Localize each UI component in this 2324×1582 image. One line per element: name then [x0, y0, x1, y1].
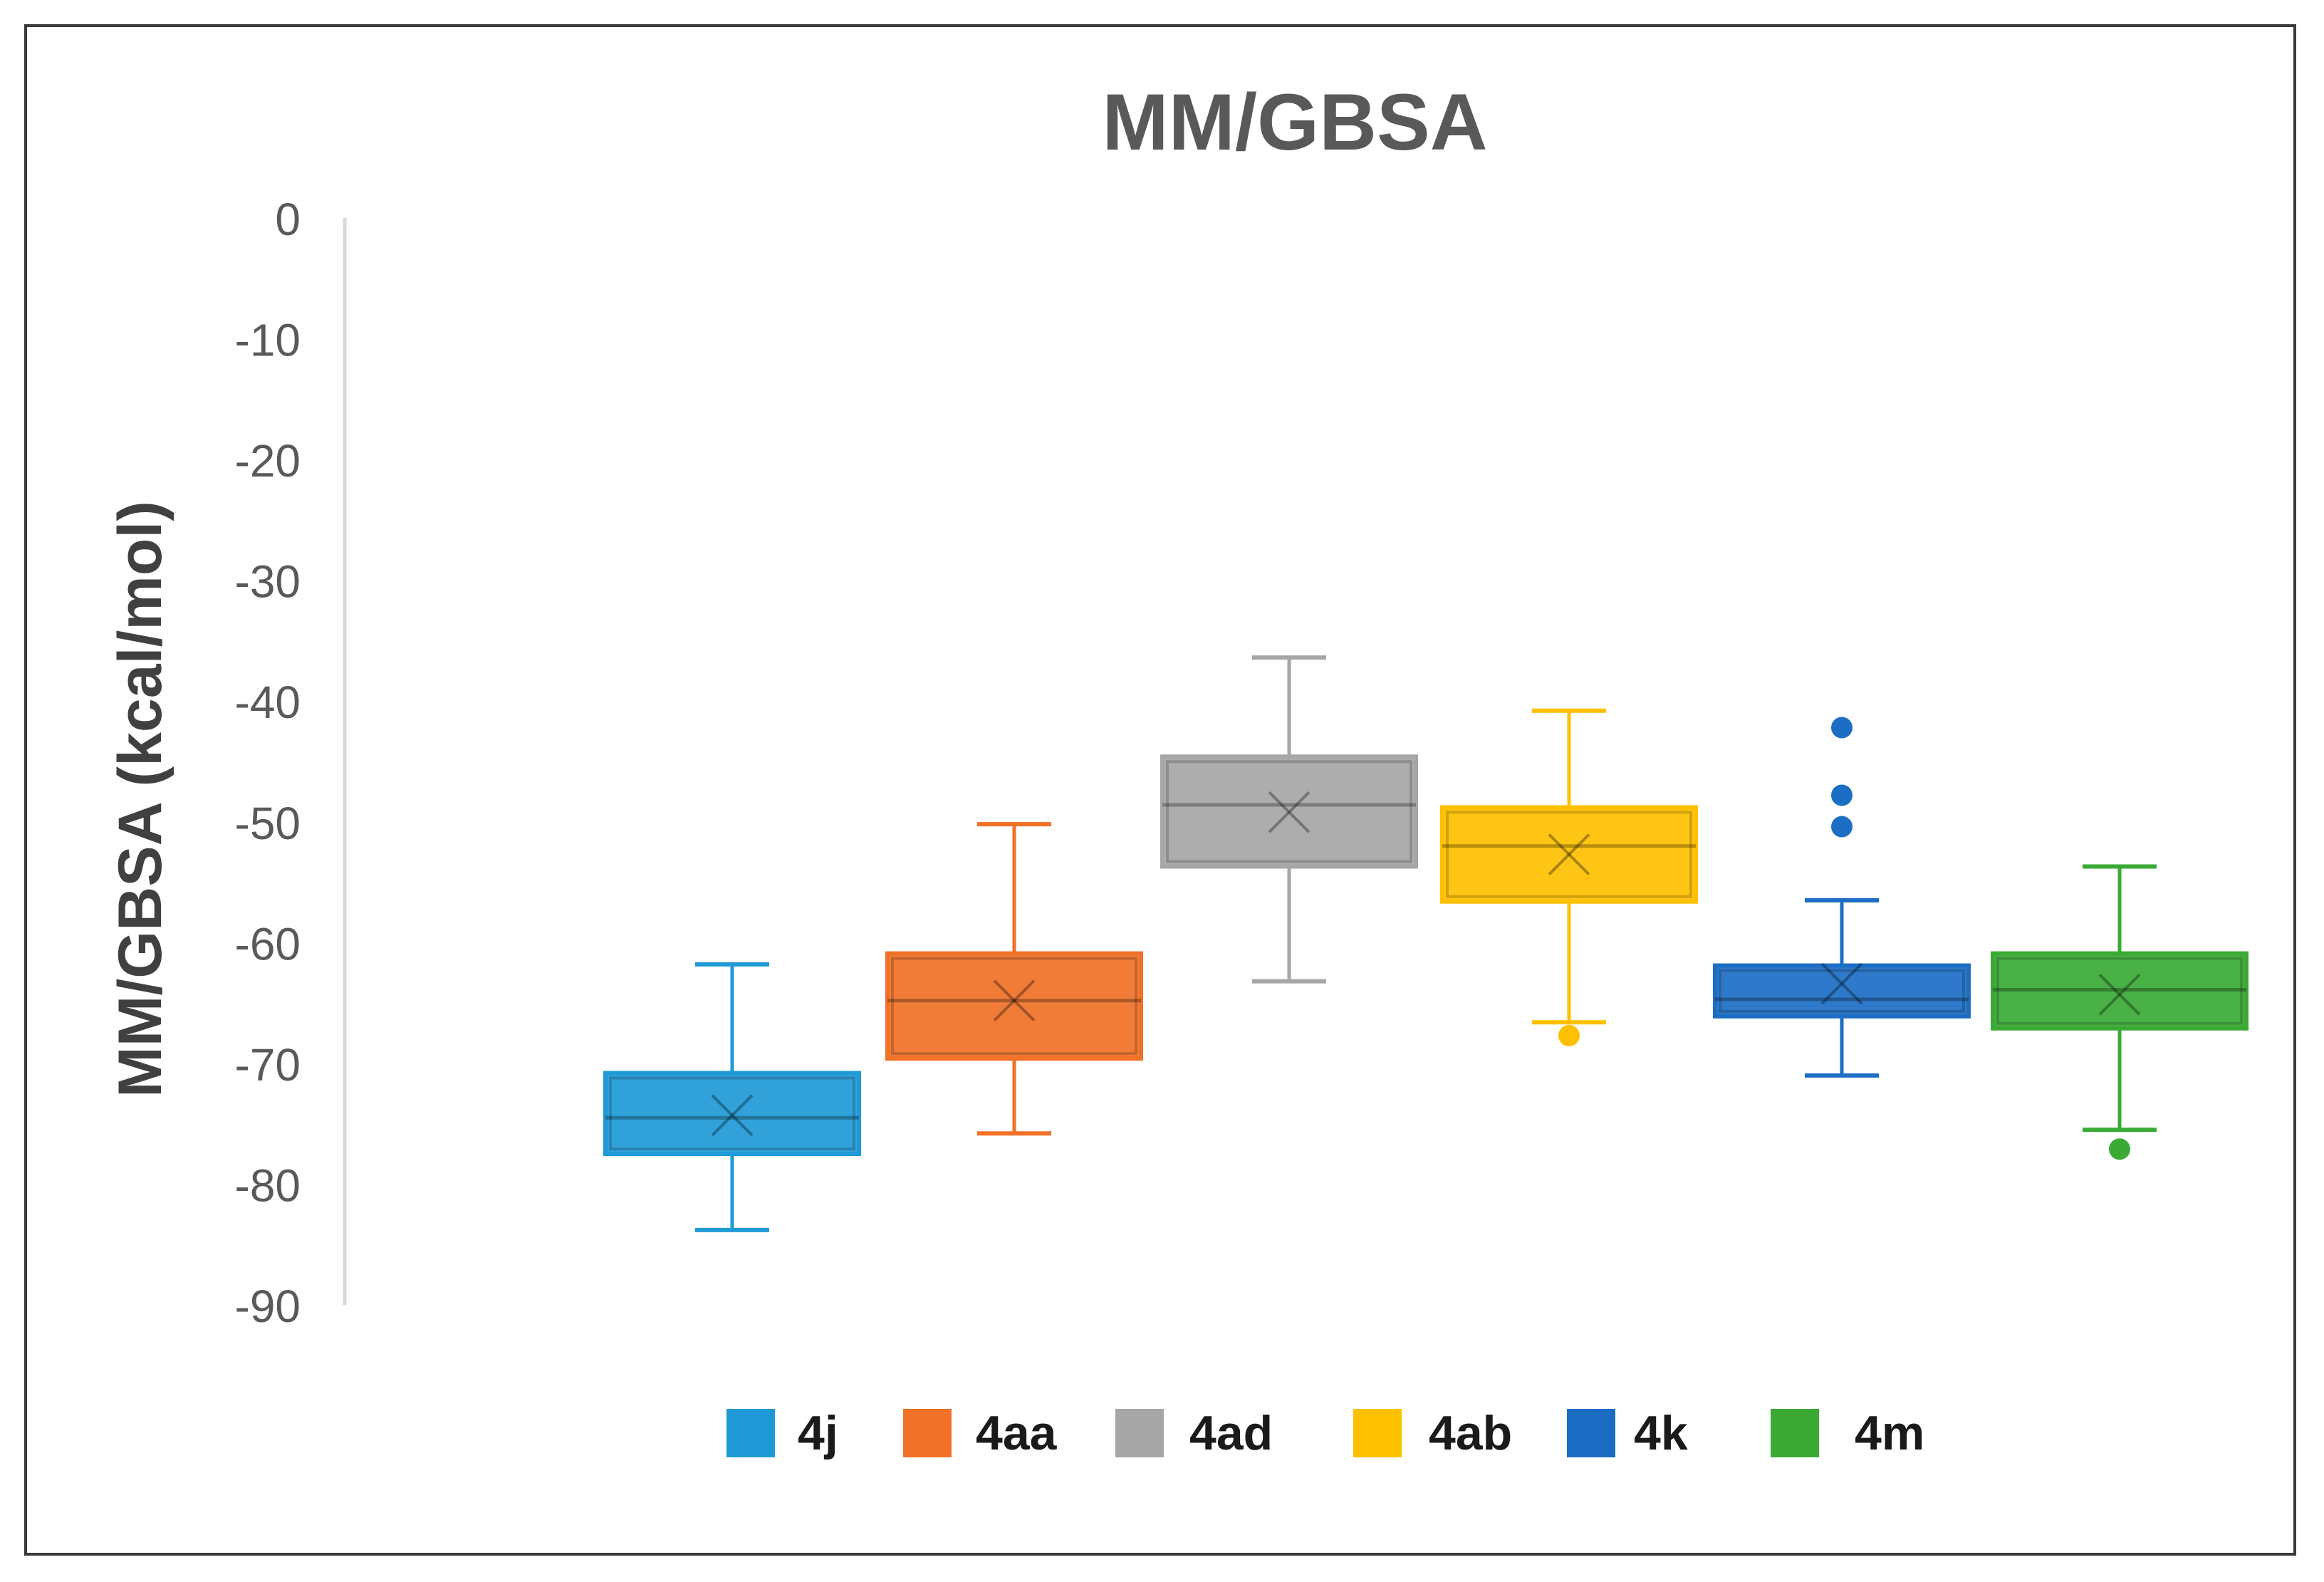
box-inner-edge: [891, 957, 1137, 1056]
box-iqr: [603, 1071, 861, 1157]
legend-swatch: [903, 1409, 952, 1457]
box-inner-edge: [1166, 760, 1412, 863]
mean-marker: [711, 1094, 754, 1137]
y-tick-label: 0: [275, 194, 301, 245]
box-inner-edge: [1719, 969, 1965, 1013]
chart-frame: MM/GBSA MM/GBSA (kcal/mol) 0 -10 -20 -30 -40…: [24, 24, 2296, 1556]
outlier-point: [1831, 816, 1853, 838]
legend-item-4ad: 4ad: [1115, 1406, 1273, 1460]
mean-marker: [1548, 833, 1590, 875]
legend-item-4j: 4j: [726, 1406, 838, 1460]
legend-label: 4ad: [1189, 1406, 1273, 1460]
legend-item-4ab: 4ab: [1353, 1406, 1512, 1460]
mean-marker: [2098, 973, 2141, 1016]
y-axis-label: MM/GBSA (kcal/mol): [106, 501, 174, 1098]
box-inner-edge: [1446, 811, 1692, 898]
mean-marker: [1820, 962, 1863, 1005]
box-4m: [1991, 864, 2249, 1160]
chart-title: MM/GBSA: [1102, 78, 1487, 167]
mean-marker: [711, 1094, 754, 1137]
legend-swatch: [1353, 1409, 1402, 1457]
y-tick-label: -40: [235, 677, 301, 728]
mean-marker: [1268, 791, 1310, 833]
box-4aa: [885, 822, 1143, 1136]
mean-marker: [1268, 791, 1310, 833]
mean-marker: [1820, 962, 1863, 1005]
legend-item-4aa: 4aa: [903, 1406, 1058, 1460]
y-tick-label: -30: [235, 556, 301, 608]
y-tick-label: -90: [235, 1281, 301, 1332]
box-iqr: [1713, 963, 1971, 1019]
box-iqr: [1160, 754, 1418, 869]
box-iqr: [885, 951, 1143, 1061]
y-tick-label: -80: [235, 1160, 301, 1211]
legend-swatch: [726, 1409, 775, 1457]
mean-marker: [2098, 973, 2141, 1016]
legend: 4j 4aa 4ad 4ab 4k 4m: [726, 1406, 1924, 1460]
legend-item-4m: 4m: [1771, 1406, 1924, 1460]
box-iqr: [1440, 805, 1698, 904]
box-4ab: [1440, 708, 1698, 1046]
y-tick-label: -20: [235, 435, 301, 486]
y-tick-label: -50: [235, 798, 301, 849]
outlier-point: [1831, 784, 1853, 806]
y-tick-label: -60: [235, 918, 301, 969]
box-4j: [603, 962, 861, 1232]
mean-marker: [993, 979, 1036, 1022]
legend-swatch: [1771, 1409, 1819, 1457]
mean-marker: [1548, 833, 1590, 875]
box-inner-edge: [609, 1076, 855, 1151]
legend-swatch: [1115, 1409, 1164, 1457]
y-tick-label: -10: [235, 315, 301, 366]
y-tick-labels: 0 -10 -20 -30 -40 -50 -60 -70 -80 -90: [235, 194, 301, 1332]
legend-item-4k: 4k: [1567, 1406, 1688, 1460]
legend-label: 4j: [798, 1406, 838, 1460]
box-series-group: [603, 655, 2249, 1232]
box-4k: [1713, 717, 1971, 1078]
box-iqr: [1991, 951, 2249, 1031]
legend-label: 4aa: [976, 1406, 1058, 1460]
outlier-point: [1831, 717, 1853, 739]
box-4ad: [1160, 655, 1418, 984]
mean-marker: [993, 979, 1036, 1022]
box-plot-chart: MM/GBSA MM/GBSA (kcal/mol) 0 -10 -20 -30 -40…: [106, 78, 2249, 1460]
y-tick-label: -70: [235, 1039, 301, 1091]
outlier-point: [1558, 1024, 1580, 1046]
legend-label: 4ab: [1429, 1406, 1512, 1460]
outlier-point: [2109, 1138, 2130, 1160]
legend-label: 4k: [1634, 1406, 1688, 1460]
legend-swatch: [1567, 1409, 1615, 1457]
box-inner-edge: [1996, 957, 2243, 1025]
legend-label: 4m: [1855, 1406, 1924, 1460]
